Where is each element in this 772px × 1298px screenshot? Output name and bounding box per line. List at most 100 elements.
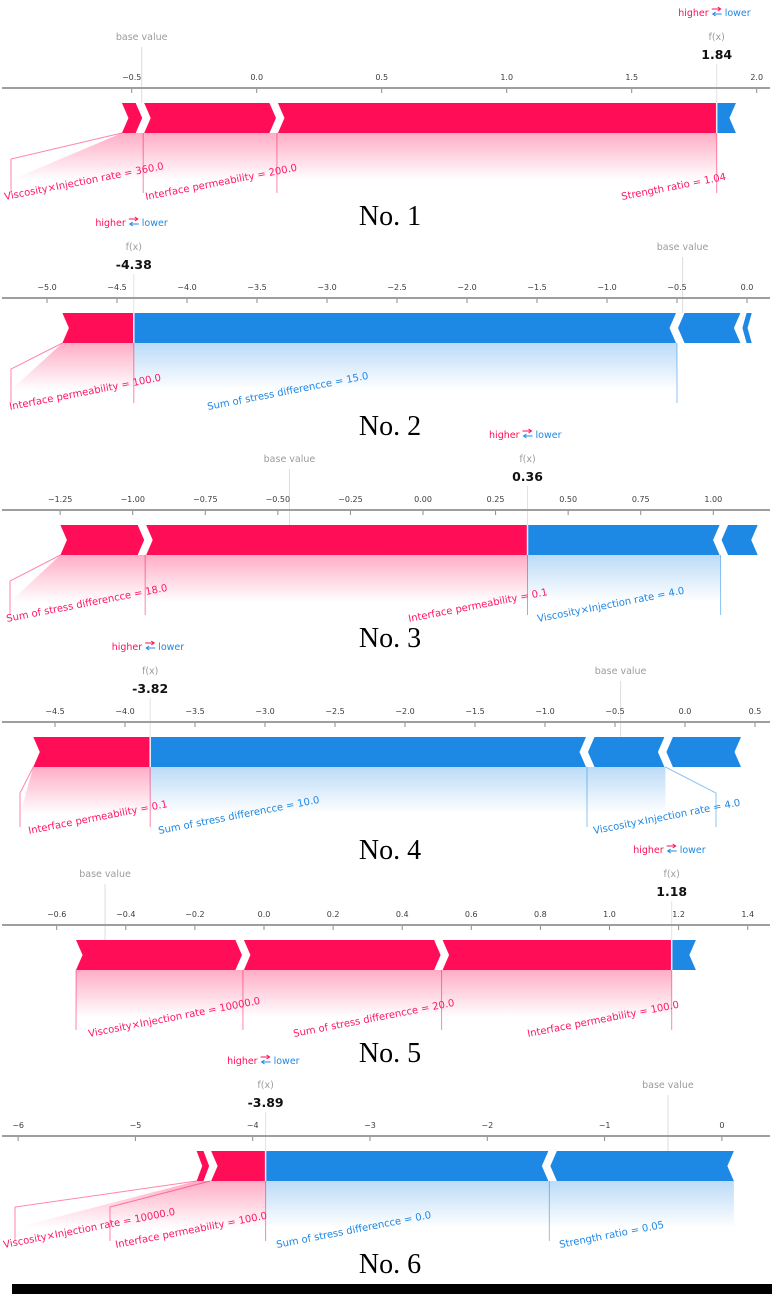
higher-lower-legend: higher lower: [678, 6, 751, 19]
force-segment: [133, 313, 677, 343]
lower-label: lower: [725, 8, 751, 19]
higher-lower-legend: higher lower: [112, 640, 184, 653]
tick-label: −1.0: [535, 707, 554, 716]
negative-fade: [527, 555, 721, 602]
base-value-label: base value: [116, 32, 168, 43]
positive-fade: [15, 1181, 266, 1228]
fx-label: f(x): [142, 666, 158, 677]
tick-label: 0.4: [396, 910, 409, 919]
base-value-label: base value: [642, 1080, 694, 1091]
fx-label: f(x): [663, 869, 679, 880]
tick-label: −0.5: [605, 707, 624, 716]
tick-label: −0.6: [47, 910, 66, 919]
tick-label: 0.0: [679, 707, 692, 716]
tick-label: −1.0: [597, 283, 616, 292]
force-segment: [196, 1151, 210, 1181]
tick-label: 0: [719, 1121, 724, 1130]
force-segment: [550, 1151, 734, 1181]
tick-label: −0.5: [667, 283, 686, 292]
tick-label: −4.5: [45, 707, 64, 716]
tick-label: −0.2: [185, 910, 204, 919]
tick-label: −2.0: [395, 707, 414, 716]
higher-lower-legend: higher lower: [489, 428, 562, 441]
label-connector-line: [109, 1180, 211, 1241]
tick-label: −0.50: [266, 495, 291, 504]
bottom-black-bar: [12, 1284, 772, 1294]
force-plot-2: −5.0 −4.5 −4.0 −3.5 −3.0 −2.5 −2.0 −1.5 −1.0 −0.5…: [2, 216, 770, 442]
plot-title: No. 3: [359, 623, 421, 654]
tick-label: −0.75: [193, 495, 218, 504]
fx-value: -3.82: [132, 681, 168, 696]
tick-label: 1.2: [672, 910, 685, 919]
higher-label: higher: [678, 8, 709, 19]
right-arrow-icon: [522, 428, 533, 434]
plot-title: No. 1: [359, 201, 421, 232]
fx-value: 0.36: [512, 469, 543, 484]
positive-fade: [11, 343, 134, 390]
plot-title: No. 6: [359, 1249, 421, 1280]
tick-label: −2.5: [387, 283, 406, 292]
tick-label: −1.5: [465, 707, 484, 716]
left-arrow-icon: [260, 1059, 271, 1065]
force-plot-5: −0.6 −0.4 −0.2 0.0 0.2 0.4 0.6 0.8 1.0 1.2 1.4 base…: [2, 843, 770, 1069]
force-segment: [277, 103, 717, 133]
right-arrow-icon: [260, 1054, 271, 1060]
tick-label: −3.0: [255, 707, 274, 716]
tick-label: −3.5: [185, 707, 204, 716]
right-arrow-icon: [666, 843, 677, 849]
tick-label: 0.00: [414, 495, 432, 504]
tick-label: 0.2: [327, 910, 340, 919]
left-arrow-icon: [666, 848, 677, 854]
left-arrow-icon: [522, 433, 533, 439]
force-plot-3: −1.25 −1.00 −0.75 −0.50 −0.25 0.00 0.25 0.50 0.7…: [2, 428, 770, 654]
left-arrow-icon: [128, 221, 139, 227]
right-arrow-icon: [711, 6, 722, 12]
tick-label: 1.0: [500, 73, 513, 82]
tick-label: −0.4: [116, 910, 135, 919]
force-segment: [211, 1151, 266, 1181]
tick-label: 1.4: [741, 910, 754, 919]
force-segment: [721, 525, 758, 555]
plot-title: No. 2: [359, 411, 421, 442]
force-segment: [76, 940, 242, 970]
tick-label: 0.0: [741, 283, 754, 292]
fx-label: f(x): [126, 242, 142, 253]
force-segment: [742, 313, 752, 343]
positive-fade: [10, 555, 528, 602]
right-arrow-icon: [128, 216, 139, 222]
force-plot-1: −0.5 0.0 0.5 1.0 1.5 2.0 base value f(x) 1.84 hig…: [2, 6, 770, 232]
fx-value: -3.89: [248, 1095, 284, 1110]
tick-label: −3: [364, 1121, 376, 1130]
plot-title: No. 4: [359, 835, 421, 866]
tick-label: −2: [481, 1121, 493, 1130]
label-connector-line: [10, 132, 123, 193]
force-segment: [62, 313, 134, 343]
tick-label: 0.0: [250, 73, 263, 82]
tick-label: −2.0: [457, 283, 476, 292]
tick-label: −3.5: [247, 283, 266, 292]
force-segment: [678, 313, 741, 343]
force-segment: [150, 737, 586, 767]
lower-label: lower: [158, 642, 184, 653]
force-segment: [243, 940, 441, 970]
tick-label: −2.5: [325, 707, 344, 716]
tick-label: 1.00: [704, 495, 722, 504]
label-connector-line: [665, 766, 717, 827]
positive-fade: [11, 133, 717, 180]
tick-label: −5: [130, 1121, 142, 1130]
fx-value: 1.84: [701, 47, 732, 62]
force-segment: [666, 737, 741, 767]
fx-label: f(x): [709, 32, 725, 43]
fx-label: f(x): [257, 1080, 273, 1091]
lower-label: lower: [274, 1056, 300, 1067]
force-plot-4: −4.5 −4.0 −3.5 −3.0 −2.5 −2.0 −1.5 −1.0 −0.5 0.0 0…: [2, 640, 770, 866]
tick-label: −4.0: [177, 283, 196, 292]
lower-label: lower: [536, 430, 562, 441]
tick-label: −0.25: [338, 495, 363, 504]
higher-lower-legend: higher lower: [633, 843, 706, 856]
tick-label: −3.0: [317, 283, 336, 292]
force-segment: [265, 1151, 549, 1181]
negative-fade: [150, 767, 666, 814]
tick-label: −4: [247, 1121, 259, 1130]
fx-value: 1.18: [656, 884, 687, 899]
